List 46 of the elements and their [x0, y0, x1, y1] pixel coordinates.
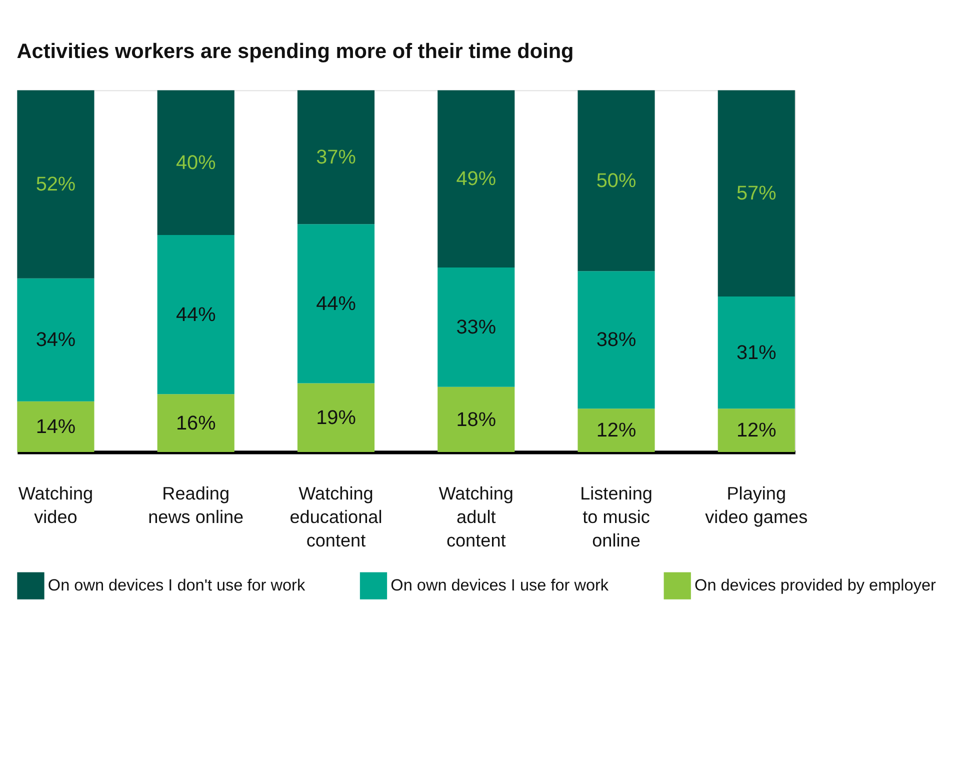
data-label: 40% [176, 152, 216, 174]
data-label: 34% [36, 329, 76, 352]
bar [297, 224, 375, 384]
bar [157, 90, 234, 235]
data-label: 19% [316, 406, 356, 429]
data-label: 44% [316, 293, 356, 316]
data-label: 52% [36, 174, 76, 196]
data-label: 33% [456, 316, 496, 339]
data-label: 12% [736, 420, 776, 442]
data-label: 16% [176, 412, 216, 434]
bar [157, 394, 234, 452]
x-tick-label: Reading news online [148, 483, 244, 527]
bar [718, 90, 795, 296]
bar [438, 90, 515, 268]
data-label: 44% [176, 304, 216, 326]
data-label: 38% [596, 329, 636, 352]
x-tick-label: Watching video [18, 483, 94, 527]
bar [578, 90, 655, 272]
data-label: 18% [456, 408, 496, 431]
data-label: 37% [316, 146, 356, 168]
bar [718, 296, 795, 409]
bar [578, 408, 655, 452]
x-tick-label: Listening to music online [580, 483, 652, 550]
bar [578, 271, 655, 409]
chart-title: Activities workers are spending more of their time doing [16, 40, 574, 64]
bar [718, 408, 795, 452]
bar [17, 90, 94, 278]
x-tick-label: Watching adult content [438, 483, 514, 550]
data-label: 12% [596, 420, 636, 442]
bar [297, 90, 375, 224]
bar [17, 401, 94, 452]
bar [17, 278, 94, 402]
legend-label: On devices provided by employer [694, 576, 937, 594]
data-label: 50% [596, 170, 636, 192]
data-label: 57% [736, 182, 776, 205]
data-label: 14% [36, 416, 76, 438]
x-tick-label: Playing video games [705, 483, 808, 527]
legend-label: On own devices I use for work [390, 576, 610, 594]
x-tick-label: Watching educational content [290, 483, 382, 550]
bar [438, 268, 515, 387]
data-label: 49% [456, 168, 496, 190]
bar [297, 383, 375, 452]
bar [438, 386, 515, 452]
legend-label: On own devices I don't use for work [48, 576, 306, 594]
bar [157, 234, 234, 394]
data-label: 31% [736, 342, 776, 364]
